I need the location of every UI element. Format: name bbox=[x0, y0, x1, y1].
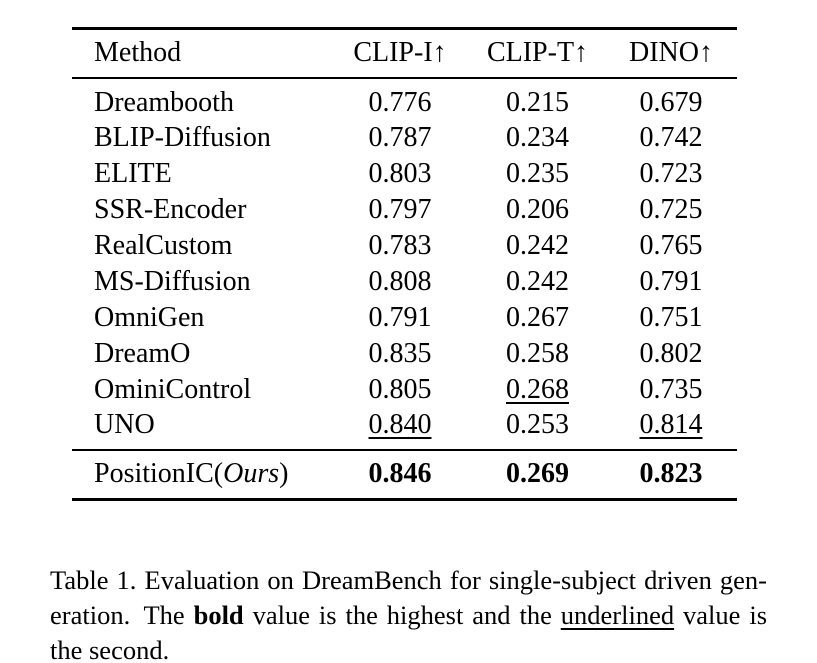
clip-t-cell: 0.206 bbox=[506, 193, 569, 225]
method-cell: UNO bbox=[94, 408, 155, 440]
clip-i-cell: 0.783 bbox=[368, 229, 432, 261]
clip-t-cell: 0.242 bbox=[506, 229, 569, 261]
clip-i-cell: 0.791 bbox=[368, 301, 432, 333]
ours-method-suffix: ) bbox=[279, 458, 289, 490]
method-cell: DreamO bbox=[94, 337, 191, 369]
method-cell: RealCustom bbox=[94, 229, 233, 261]
dino-cell: 0.679 bbox=[639, 86, 703, 118]
table-row: RealCustom 0.783 0.242 0.765 bbox=[72, 228, 737, 264]
clip-t-cell: 0.235 bbox=[506, 157, 569, 189]
header-clip-t: CLIP-T↑ bbox=[486, 37, 589, 69]
table-row: UNO 0.840 0.253 0.814 bbox=[72, 408, 737, 450]
underlined-value: 0.814 bbox=[639, 408, 703, 440]
method-cell: Dreambooth bbox=[94, 86, 234, 118]
clip-t-cell: 0.234 bbox=[506, 121, 569, 153]
dino-cell-ours: 0.823 bbox=[639, 458, 703, 490]
dino-cell: 0.802 bbox=[639, 337, 703, 369]
header-dino: DINO↑ bbox=[629, 37, 713, 69]
table-row: MS-Diffusion 0.808 0.242 0.791 bbox=[72, 264, 737, 300]
ours-method-prefix: PositionIC( bbox=[94, 458, 224, 490]
caption-line-1: Table 1. Evaluation on DreamBench for si… bbox=[50, 565, 767, 595]
clip-i-cell: 0.840 bbox=[330, 408, 470, 450]
dino-cell: 0.791 bbox=[639, 265, 703, 297]
table-caption: Table 1. Evaluation on DreamBench for si… bbox=[50, 563, 767, 663]
underlined-value: 0.840 bbox=[368, 408, 432, 440]
paper-page: Method CLIP-I↑ CLIP-T↑ DINO↑ Dreambooth … bbox=[0, 27, 817, 663]
caption-underlined-word: underlined bbox=[560, 600, 675, 630]
clip-t-cell: 0.242 bbox=[506, 265, 569, 297]
caption-line2-text: value is the highest and the bbox=[243, 600, 561, 630]
ours-method-italic: Ours bbox=[223, 458, 280, 490]
clip-t-cell: 0.268 bbox=[470, 372, 605, 408]
table-row: OminiControl 0.805 0.268 0.735 bbox=[72, 372, 737, 408]
caption-line2-text: value is bbox=[674, 600, 768, 630]
dino-cell: 0.735 bbox=[639, 373, 703, 405]
table-header: Method CLIP-I↑ CLIP-T↑ DINO↑ bbox=[72, 29, 737, 78]
header-clip-i: CLIP-I↑ bbox=[353, 37, 447, 69]
table-row: Dreambooth 0.776 0.215 0.679 bbox=[72, 78, 737, 120]
table-row: ELITE 0.803 0.235 0.723 bbox=[72, 156, 737, 192]
method-cell: ELITE bbox=[94, 157, 172, 189]
clip-t-cell-ours: 0.269 bbox=[506, 458, 569, 490]
clip-t-cell: 0.253 bbox=[506, 408, 569, 440]
clip-i-cell: 0.835 bbox=[368, 337, 432, 369]
results-table: Method CLIP-I↑ CLIP-T↑ DINO↑ Dreambooth … bbox=[72, 27, 737, 501]
clip-i-cell: 0.787 bbox=[368, 121, 432, 153]
method-cell: BLIP-Diffusion bbox=[94, 121, 271, 153]
table-row: BLIP-Diffusion 0.787 0.234 0.742 bbox=[72, 120, 737, 156]
dino-cell: 0.751 bbox=[639, 301, 703, 333]
table-row: SSR-Encoder 0.797 0.206 0.725 bbox=[72, 192, 737, 228]
clip-i-cell: 0.776 bbox=[368, 86, 432, 118]
clip-t-cell: 0.215 bbox=[506, 86, 569, 118]
caption-line2-text: eration. The bbox=[50, 600, 194, 630]
ours-row: PositionIC(Ours) 0.846 0.269 0.823 bbox=[72, 449, 737, 500]
method-cell: SSR-Encoder bbox=[94, 193, 247, 225]
clip-t-cell: 0.267 bbox=[506, 301, 569, 333]
underlined-value: 0.268 bbox=[506, 373, 569, 405]
caption-line-3: the second. bbox=[50, 635, 170, 663]
dino-cell: 0.765 bbox=[639, 229, 703, 261]
method-cell: MS-Diffusion bbox=[94, 265, 251, 297]
clip-i-cell: 0.797 bbox=[368, 193, 432, 225]
clip-i-cell: 0.805 bbox=[368, 373, 432, 405]
table-body: Dreambooth 0.776 0.215 0.679 BLIP-Diffus… bbox=[72, 78, 737, 500]
clip-i-cell-ours: 0.846 bbox=[368, 458, 432, 490]
caption-bold-word: bold bbox=[193, 600, 244, 630]
dino-cell: 0.725 bbox=[639, 193, 703, 225]
dino-cell: 0.723 bbox=[639, 157, 703, 189]
method-cell-ours: PositionIC(Ours) bbox=[72, 450, 330, 500]
table-row: DreamO 0.835 0.258 0.802 bbox=[72, 336, 737, 372]
dino-cell: 0.742 bbox=[639, 121, 703, 153]
clip-i-cell: 0.808 bbox=[368, 265, 432, 297]
table-row: OmniGen 0.791 0.267 0.751 bbox=[72, 300, 737, 336]
header-row: Method CLIP-I↑ CLIP-T↑ DINO↑ bbox=[72, 29, 737, 78]
dino-cell: 0.814 bbox=[605, 408, 737, 450]
method-cell: OminiControl bbox=[94, 373, 252, 405]
clip-t-cell: 0.258 bbox=[506, 337, 569, 369]
caption-line-2: eration. The bold value is the highest a… bbox=[50, 598, 767, 633]
header-method: Method bbox=[94, 37, 182, 69]
clip-i-cell: 0.803 bbox=[368, 157, 432, 189]
method-cell: OmniGen bbox=[94, 301, 205, 333]
